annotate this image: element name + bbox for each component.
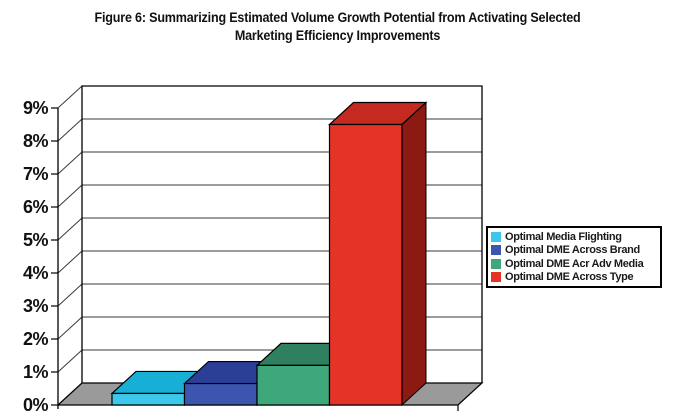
bar-side (401, 101, 427, 407)
chart-title-line2: Marketing Efficiency Improvements (234, 28, 441, 43)
y-axis-label: 5% (23, 230, 49, 250)
legend-item: Optimal Media Flighting (491, 231, 657, 243)
legend-label: Optimal DME Across Type (505, 271, 634, 284)
y-axis-label: 8% (23, 131, 49, 151)
depth-gridline (57, 349, 83, 373)
depth-gridline (57, 184, 83, 208)
bar-front (183, 382, 258, 406)
legend-swatch-icon (491, 258, 501, 269)
bar-front (328, 123, 403, 406)
legend-item: Optimal DME Across Type (491, 271, 657, 283)
wall-outline (81, 85, 483, 383)
chart-title: Figure 6: Summarizing Estimated Volume G… (24, 9, 652, 45)
y-axis-label: 3% (23, 296, 49, 316)
legend-label: Optimal Media Flighting (505, 230, 622, 243)
legend-label: Optimal DME Acr Adv Media (505, 257, 644, 270)
y-axis-label: 6% (23, 197, 49, 217)
y-axis-label: 4% (23, 263, 49, 283)
depth-gridline (57, 151, 83, 175)
y-axis-label: 1% (23, 362, 49, 382)
depth-gridline (57, 118, 83, 142)
bar-front (256, 364, 331, 406)
depth-gridline (57, 217, 83, 241)
legend-label: Optimal DME Across Brand (505, 244, 640, 257)
legend-swatch-icon (491, 272, 501, 283)
depth-gridline (57, 250, 83, 274)
y-axis-label: 0% (23, 395, 49, 415)
depth-gridline (57, 85, 83, 109)
legend-item: Optimal DME Across Brand (491, 244, 657, 256)
depth-gridline (57, 283, 83, 307)
legend-swatch-icon (491, 231, 501, 242)
y-axis-label: 9% (23, 98, 49, 118)
y-axis-label: 2% (23, 329, 49, 349)
y-axis-label: 7% (23, 164, 49, 184)
chart-title-line1: Figure 6: Summarizing Estimated Volume G… (94, 10, 581, 25)
depth-gridline (57, 316, 83, 340)
legend-swatch-icon (491, 245, 501, 256)
legend-item: Optimal DME Acr Adv Media (491, 258, 657, 270)
legend: Optimal Media Flighting Optimal DME Acro… (486, 226, 662, 288)
bar-front (111, 392, 186, 406)
